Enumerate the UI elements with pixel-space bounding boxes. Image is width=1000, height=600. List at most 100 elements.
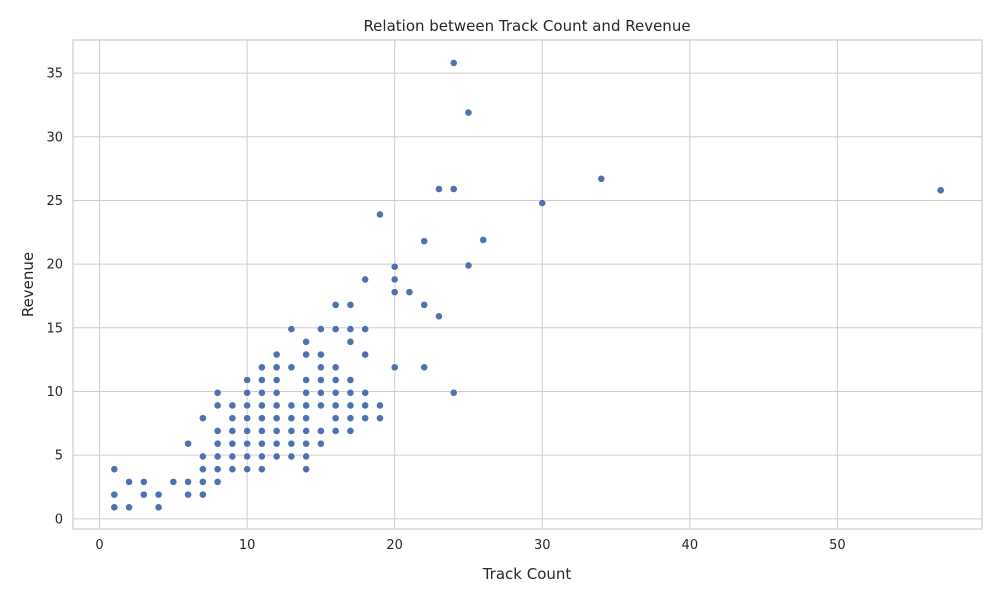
scatter-point — [257, 427, 266, 435]
scatter-point — [331, 376, 340, 384]
scatter-point — [331, 414, 340, 423]
scatter-point — [213, 388, 222, 397]
x-tick-label: 40 — [682, 538, 699, 553]
x-tick-label: 0 — [95, 538, 103, 553]
scatter-point — [331, 363, 340, 372]
scatter-point — [346, 427, 355, 435]
scatter-point — [346, 401, 355, 410]
scatter-point — [361, 275, 370, 284]
scatter-point — [538, 199, 547, 207]
scatter-point — [449, 388, 458, 397]
scatter-point — [302, 414, 311, 423]
scatter-point — [139, 477, 148, 486]
y-tick-labels: 0 5 10 15 20 25 30 35 — [46, 67, 63, 528]
scatter-point — [198, 477, 207, 486]
scatter-point — [272, 401, 281, 410]
scatter-point — [302, 376, 311, 384]
scatter-point — [243, 388, 252, 397]
scatter-point — [287, 427, 296, 435]
scatter-point — [272, 439, 281, 448]
scatter-point — [302, 350, 311, 359]
y-tick-label: 5 — [55, 449, 63, 464]
scatter-point — [302, 452, 311, 461]
data-points — [110, 59, 945, 512]
scatter-point — [213, 401, 222, 410]
scatter-point — [243, 427, 252, 435]
scatter-point — [228, 452, 237, 461]
scatter-point — [213, 452, 222, 461]
scatter-point — [390, 363, 399, 372]
scatter-point — [257, 465, 266, 474]
scatter-point — [361, 325, 370, 333]
scatter-point — [936, 186, 945, 195]
scatter-point — [228, 439, 237, 448]
scatter-point — [435, 185, 443, 193]
scatter-point — [346, 300, 355, 309]
scatter-point — [198, 452, 207, 461]
scatter-point — [346, 376, 355, 384]
scatter-point — [420, 237, 429, 246]
scatter-point — [243, 414, 252, 423]
scatter-point — [213, 477, 222, 486]
scatter-point — [243, 376, 252, 384]
scatter-point — [390, 275, 399, 284]
x-tick-label: 50 — [829, 538, 846, 553]
scatter-point — [302, 465, 311, 474]
scatter-point — [139, 490, 148, 499]
scatter-point — [420, 363, 429, 372]
scatter-point — [110, 490, 119, 499]
scatter-point — [243, 401, 252, 410]
scatter-point — [317, 427, 325, 435]
scatter-point — [125, 477, 133, 486]
scatter-point — [272, 427, 281, 435]
scatter-point — [272, 363, 281, 372]
scatter-point — [257, 401, 266, 410]
scatter-point — [287, 414, 296, 423]
scatter-point — [331, 388, 340, 397]
scatter-point — [346, 325, 355, 333]
scatter-point — [287, 401, 296, 410]
scatter-point — [361, 401, 370, 410]
scatter-point — [213, 439, 222, 448]
scatter-point — [376, 210, 384, 219]
scatter-point — [169, 477, 178, 486]
scatter-point — [184, 490, 193, 499]
y-tick-label: 0 — [55, 512, 63, 527]
scatter-point — [317, 388, 325, 397]
scatter-point — [272, 452, 281, 461]
scatter-point — [346, 388, 355, 397]
scatter-point — [449, 59, 458, 67]
scatter-point — [228, 401, 237, 410]
scatter-point — [346, 414, 355, 423]
scatter-point — [302, 401, 311, 410]
x-tick-labels: 0 10 20 30 40 50 — [95, 538, 845, 553]
scatter-point — [243, 465, 252, 474]
scatter-point — [317, 325, 325, 333]
scatter-point — [198, 414, 207, 423]
scatter-point — [198, 490, 207, 499]
scatter-point — [317, 401, 325, 410]
scatter-point — [361, 388, 370, 397]
x-axis-label: Track Count — [482, 565, 572, 583]
scatter-point — [390, 262, 399, 271]
grid-lines — [73, 40, 982, 529]
scatter-point — [287, 363, 296, 372]
scatter-point — [420, 300, 429, 309]
scatter-point — [479, 236, 488, 244]
y-tick-label: 35 — [46, 67, 63, 82]
scatter-point — [317, 439, 325, 448]
y-axis-label: Revenue — [19, 252, 37, 317]
scatter-point — [257, 414, 266, 423]
scatter-point — [257, 439, 266, 448]
x-tick-label: 10 — [239, 538, 256, 553]
scatter-point — [464, 261, 473, 270]
scatter-point — [376, 401, 384, 410]
scatter-point — [243, 439, 252, 448]
scatter-point — [287, 439, 296, 448]
scatter-point — [257, 452, 266, 461]
scatter-point — [302, 439, 311, 448]
scatter-point — [213, 427, 222, 435]
chart-title: Relation between Track Count and Revenue — [363, 17, 690, 35]
scatter-point — [331, 300, 340, 309]
